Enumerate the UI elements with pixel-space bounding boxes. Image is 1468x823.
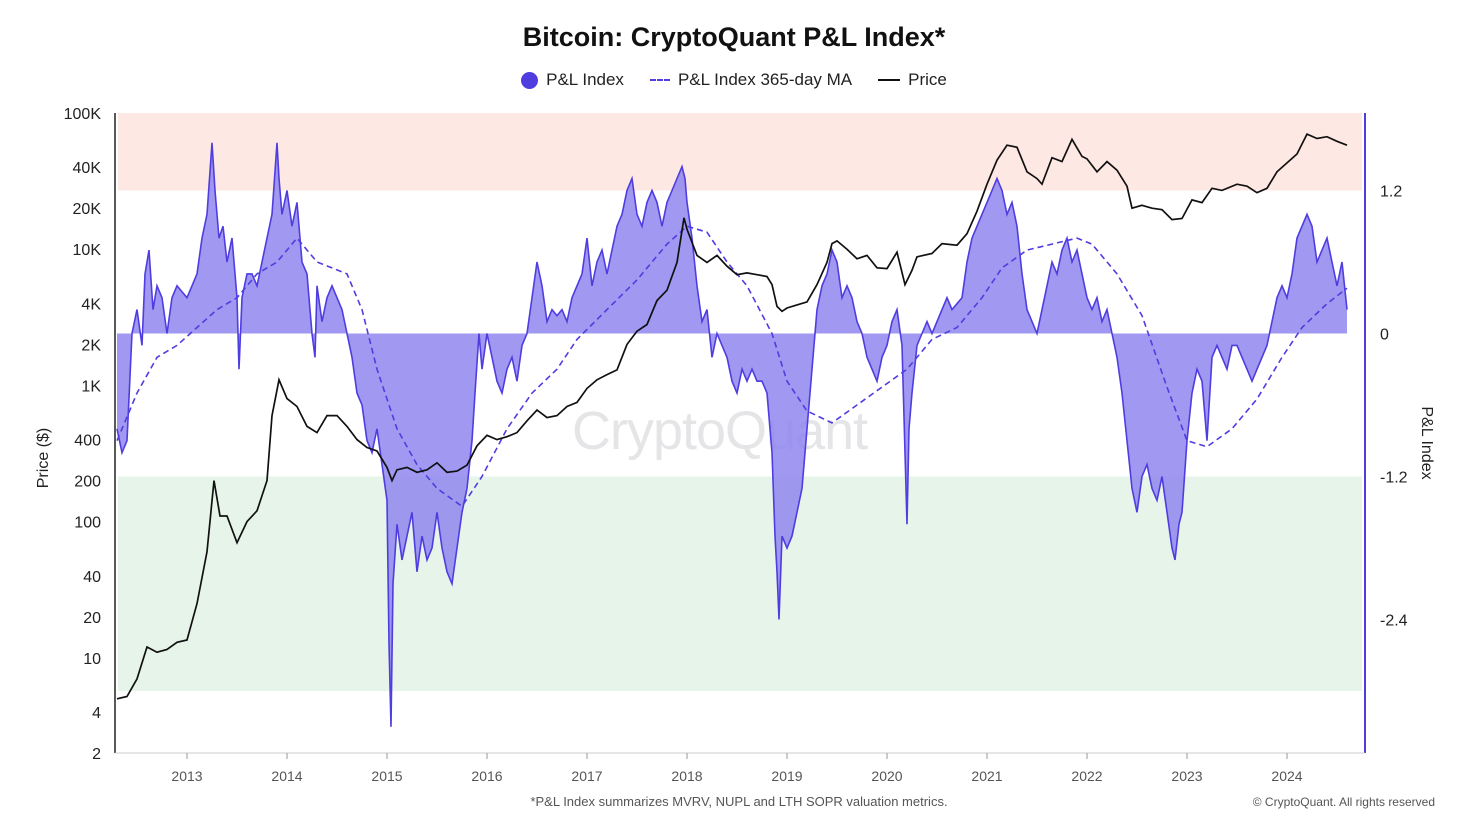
x-tick-label: 2021 <box>971 768 1002 784</box>
legend-item-pnl-index[interactable]: P&L Index <box>521 70 624 90</box>
y-right-tick-label: 0 <box>1380 326 1389 343</box>
legend: P&L Index P&L Index 365-day MA Price <box>0 70 1468 90</box>
price-line <box>116 132 1348 700</box>
y-left-tick-label: 2 <box>92 746 101 763</box>
y-left-tick-label: 2K <box>81 337 101 354</box>
y-left-tick-label: 1K <box>81 378 101 395</box>
x-tick-label: 2022 <box>1071 768 1102 784</box>
pnl-ma-line <box>116 225 1348 508</box>
x-tick-label: 2016 <box>471 768 502 784</box>
x-tick-label: 2020 <box>871 768 902 784</box>
y-right-tick-label: -1.2 <box>1380 470 1408 487</box>
zone-band-bottom <box>118 476 1362 692</box>
y-left-tick-label: 20 <box>83 610 101 627</box>
zone-band-top <box>118 113 1362 191</box>
x-tick-label: 2024 <box>1271 768 1302 784</box>
watermark: CryptoQuant <box>572 401 868 461</box>
copyright: © CryptoQuant. All rights reserved <box>1252 795 1435 809</box>
x-tick-label: 2019 <box>771 768 802 784</box>
y-left-axis-title: Price ($) <box>35 428 52 488</box>
legend-swatch-pnl-index <box>521 71 539 89</box>
y-left-tick-label: 100 <box>74 515 101 532</box>
x-tick-label: 2014 <box>271 768 302 784</box>
x-tick-label: 2017 <box>571 768 602 784</box>
y-right-tick-label: 1.2 <box>1380 183 1402 200</box>
x-tick-label: 2013 <box>171 768 202 784</box>
chart-title: Bitcoin: CryptoQuant P&L Index* <box>522 22 946 52</box>
y-right-axis-title: P&L Index <box>1418 406 1435 479</box>
legend-item-price[interactable]: Price <box>878 70 947 90</box>
y-left-tick-label: 4K <box>81 296 101 313</box>
footnote: *P&L Index summarizes MVRV, NUPL and LTH… <box>530 794 948 809</box>
legend-label-price: Price <box>908 70 947 89</box>
y-right-tick-label: -2.4 <box>1380 613 1408 630</box>
legend-swatch-pnl-ma <box>649 79 670 81</box>
x-tick-label: 2023 <box>1171 768 1202 784</box>
y-left-tick-label: 10K <box>73 242 102 259</box>
y-left-tick-label: 10 <box>83 651 101 668</box>
x-tick-label: 2018 <box>671 768 702 784</box>
x-tick-label: 2015 <box>371 768 402 784</box>
legend-swatch-price <box>878 79 901 81</box>
y-left-tick-label: 40K <box>73 160 102 177</box>
y-left-tick-label: 400 <box>74 433 101 450</box>
legend-label-pnl-ma: P&L Index 365-day MA <box>677 70 853 89</box>
y-left-tick-label: 20K <box>73 201 102 218</box>
y-left-tick-label: 200 <box>74 474 101 491</box>
legend-item-pnl-ma[interactable]: P&L Index 365-day MA <box>649 70 853 90</box>
pnl-index-line <box>116 142 1348 727</box>
legend-label-pnl-index: P&L Index <box>546 70 624 89</box>
y-left-tick-label: 100K <box>64 106 102 123</box>
y-left-tick-label: 40 <box>83 569 101 586</box>
y-left-tick-label: 4 <box>92 705 101 722</box>
